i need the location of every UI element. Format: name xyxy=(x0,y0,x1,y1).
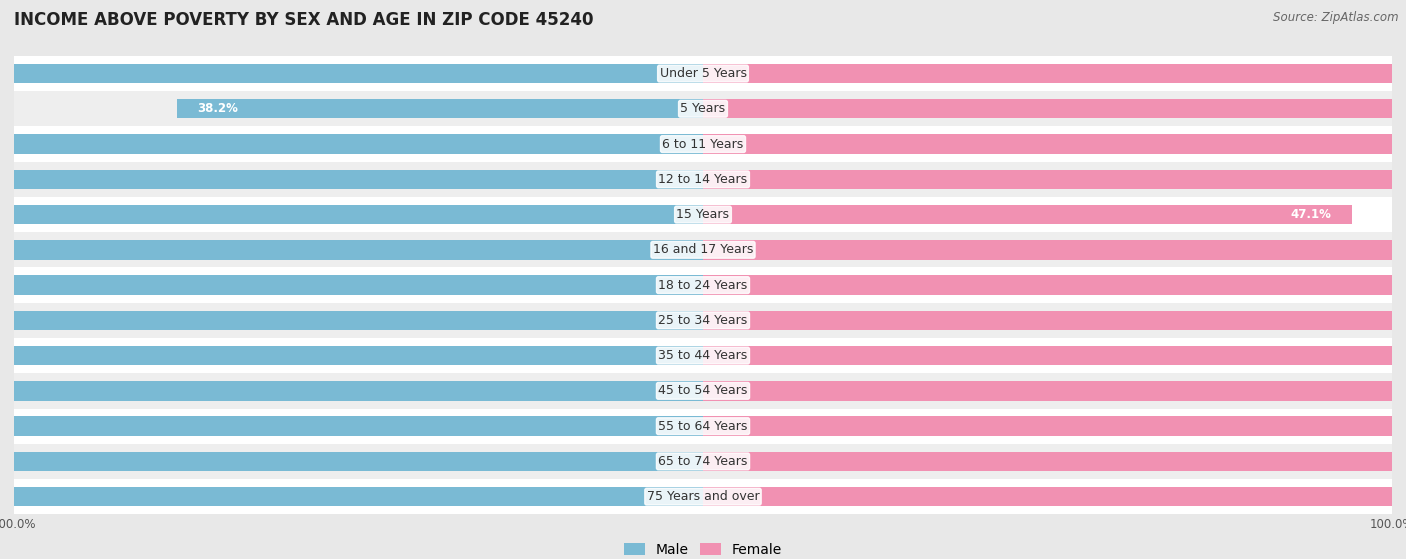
Bar xyxy=(703,134,1406,154)
Bar xyxy=(14,162,1392,197)
Text: 65 to 74 Years: 65 to 74 Years xyxy=(658,455,748,468)
Bar xyxy=(14,338,1392,373)
Bar xyxy=(14,479,1392,514)
Text: 6 to 11 Years: 6 to 11 Years xyxy=(662,138,744,150)
Text: 12 to 14 Years: 12 to 14 Years xyxy=(658,173,748,186)
Bar xyxy=(14,232,1392,267)
Bar xyxy=(0,64,703,83)
Bar xyxy=(703,381,1406,401)
Bar xyxy=(14,409,1392,444)
Bar xyxy=(703,276,1406,295)
Bar xyxy=(0,169,703,189)
Text: 18 to 24 Years: 18 to 24 Years xyxy=(658,278,748,292)
Bar xyxy=(0,487,703,506)
Legend: Male, Female: Male, Female xyxy=(619,537,787,559)
Bar xyxy=(14,267,1392,303)
Bar xyxy=(14,303,1392,338)
Text: 45 to 54 Years: 45 to 54 Years xyxy=(658,385,748,397)
Bar xyxy=(0,452,703,471)
Text: 25 to 34 Years: 25 to 34 Years xyxy=(658,314,748,327)
Bar xyxy=(0,134,703,154)
Bar xyxy=(703,169,1406,189)
Bar xyxy=(703,487,1406,506)
Bar xyxy=(0,240,703,259)
Bar xyxy=(14,444,1392,479)
Bar xyxy=(703,64,1406,83)
Bar xyxy=(703,452,1406,471)
Bar xyxy=(14,197,1392,232)
Bar xyxy=(703,346,1406,366)
Text: INCOME ABOVE POVERTY BY SEX AND AGE IN ZIP CODE 45240: INCOME ABOVE POVERTY BY SEX AND AGE IN Z… xyxy=(14,11,593,29)
Text: Source: ZipAtlas.com: Source: ZipAtlas.com xyxy=(1274,11,1399,24)
Text: 35 to 44 Years: 35 to 44 Years xyxy=(658,349,748,362)
Text: 47.1%: 47.1% xyxy=(1291,208,1331,221)
Bar xyxy=(0,311,703,330)
Bar xyxy=(14,373,1392,409)
Bar xyxy=(0,416,703,436)
Bar xyxy=(703,240,1406,259)
Text: 5 Years: 5 Years xyxy=(681,102,725,115)
Bar xyxy=(0,346,703,366)
Bar xyxy=(14,91,1392,126)
Text: 75 Years and over: 75 Years and over xyxy=(647,490,759,503)
Bar xyxy=(703,416,1406,436)
Bar xyxy=(703,99,1406,119)
Bar xyxy=(703,205,1353,224)
Text: 38.2%: 38.2% xyxy=(197,102,238,115)
Bar xyxy=(177,99,703,119)
Bar xyxy=(0,276,703,295)
Text: 16 and 17 Years: 16 and 17 Years xyxy=(652,243,754,257)
Text: Under 5 Years: Under 5 Years xyxy=(659,67,747,80)
Bar xyxy=(14,126,1392,162)
Bar xyxy=(14,56,1392,91)
Text: 55 to 64 Years: 55 to 64 Years xyxy=(658,420,748,433)
Text: 15 Years: 15 Years xyxy=(676,208,730,221)
Bar xyxy=(0,205,703,224)
Bar xyxy=(0,381,703,401)
Bar xyxy=(703,311,1406,330)
